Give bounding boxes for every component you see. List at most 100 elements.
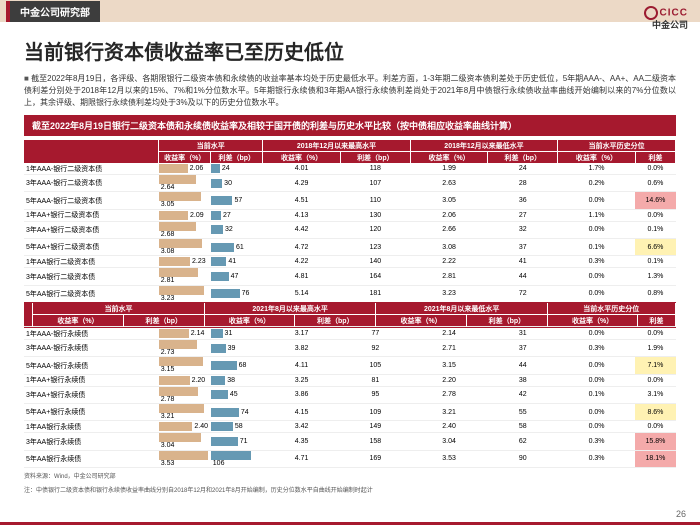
value-cell: 2.06 [410, 209, 488, 221]
row-name: 5年AAA-银行永续债 [24, 357, 159, 374]
row-name: 3年AA+银行永续债 [24, 386, 159, 403]
value-cell: 0.0% [558, 404, 636, 421]
value-cell: 130 [340, 209, 410, 221]
bar-cell: 2.68 [159, 221, 211, 238]
value-cell: 3.17 [263, 328, 341, 340]
table-row: 1年AA+银行永续债 2.20 38 3.2581 2.2038 0.0%0.0… [24, 374, 676, 386]
bar-cell: 32 [211, 221, 263, 238]
table-row: 3年AA银行二级资本债 2.81 47 4.81164 2.8144 0.0%1… [24, 268, 676, 285]
data-source-footnote: 资料来源：Wind，中金公司研究部 [24, 474, 676, 482]
section-header-row: 当前水平 2021年8月以来最高水平 2021年8月以来最低水平 当前水平历史分… [24, 303, 676, 328]
value-cell: 6.6% [635, 239, 675, 256]
col-high: 2018年12月以来最高水平 [263, 140, 410, 152]
bar-cell: 39 [211, 340, 263, 357]
value-cell: 0.0% [558, 192, 636, 209]
value-cell: 3.25 [263, 374, 341, 386]
value-cell: 42 [488, 386, 558, 403]
department-tag: 中金公司研究部 [6, 1, 100, 22]
bar-cell: 3.15 [159, 357, 211, 374]
table-row: 1年AA+银行二级资本债 2.09 27 4.13130 2.0627 1.1%… [24, 209, 676, 221]
bar-cell: 30 [211, 175, 263, 192]
row-name: 5年AA银行永续债 [24, 450, 159, 467]
col-name [24, 303, 33, 327]
row-name: 3年AA银行二级资本债 [24, 268, 159, 285]
value-cell: 58 [488, 421, 558, 433]
table-row: 3年AAA-银行二级资本债 2.64 30 4.29107 2.6328 0.2… [24, 175, 676, 192]
row-name: 3年AA+银行二级资本债 [24, 221, 159, 238]
row-name: 1年AAA-银行二级资本债 [24, 163, 159, 175]
value-cell: 0.0% [558, 268, 636, 285]
value-cell: 2.63 [410, 175, 488, 192]
value-cell: 1.7% [558, 163, 636, 175]
value-cell: 118 [340, 163, 410, 175]
value-cell: 4.72 [263, 239, 341, 256]
value-cell: 62 [488, 433, 558, 450]
value-cell: 0.3% [558, 433, 636, 450]
value-cell: 140 [340, 256, 410, 268]
table-row: 3年AA银行永续债 3.04 71 4.35158 3.0462 0.3%15.… [24, 433, 676, 450]
value-cell: 0.0% [635, 421, 675, 433]
bar-cell: 3.23 [159, 285, 211, 302]
row-name: 1年AA银行二级资本债 [24, 256, 159, 268]
value-cell: 4.29 [263, 175, 341, 192]
table-row: 1年AAA-银行二级资本债 2.06 24 4.01118 1.9924 1.7… [24, 163, 676, 175]
value-cell: 105 [340, 357, 410, 374]
bar-cell: 2.20 [159, 374, 211, 386]
col-name [24, 140, 159, 163]
value-cell: 15.8% [635, 433, 675, 450]
value-cell: 3.82 [263, 340, 341, 357]
col-current: 当前水平 [33, 303, 205, 315]
value-cell: 3.15 [410, 357, 488, 374]
value-cell: 44 [488, 268, 558, 285]
logo-text-en: CICC [660, 8, 688, 19]
table-row: 3年AAA-银行永续债 2.73 39 3.8292 2.7137 0.3%1.… [24, 340, 676, 357]
value-cell: 24 [488, 163, 558, 175]
value-cell: 2.81 [410, 268, 488, 285]
bar-cell: 2.73 [159, 340, 211, 357]
page-number: 26 [676, 509, 686, 519]
value-cell: 2.40 [410, 421, 488, 433]
value-cell: 0.0% [558, 328, 636, 340]
value-cell: 4.01 [263, 163, 341, 175]
table-row: 5年AA银行二级资本债 3.23 76 5.14181 3.2372 0.0%0… [24, 285, 676, 302]
bar-cell: 3.21 [159, 404, 211, 421]
row-name: 5年AA+银行永续债 [24, 404, 159, 421]
bar-cell: 2.23 [159, 256, 211, 268]
row-name: 3年AA银行永续债 [24, 433, 159, 450]
row-name: 3年AAA-银行二级资本债 [24, 175, 159, 192]
bar-cell: 68 [211, 357, 263, 374]
table-row: 1年AA银行二级资本债 2.23 41 4.22140 2.2241 0.3%0… [24, 256, 676, 268]
row-name: 1年AA+银行永续债 [24, 374, 159, 386]
value-cell: 5.14 [263, 285, 341, 302]
value-cell: 0.1% [558, 386, 636, 403]
note-footnote: 注：中债银行二级资本债和银行永续债收益率曲线分别自2018年12月和2021年8… [24, 488, 676, 496]
row-name: 1年AA银行永续债 [24, 421, 159, 433]
table-row: 5年AA+银行二级资本债 3.08 61 4.72123 3.0837 0.1%… [24, 239, 676, 256]
value-cell: 72 [488, 285, 558, 302]
row-name: 3年AAA-银行永续债 [24, 340, 159, 357]
row-name: 5年AA银行二级资本债 [24, 285, 159, 302]
value-cell: 149 [340, 421, 410, 433]
value-cell: 3.05 [410, 192, 488, 209]
bar-cell: 74 [211, 404, 263, 421]
page-title: 当前银行资本债收益率已至历史低位 [24, 36, 700, 65]
table-row: 1年AA银行永续债 2.40 58 3.42149 2.4058 0.0%0.0… [24, 421, 676, 433]
bar-cell: 3.53 [159, 450, 211, 467]
value-cell: 1.1% [558, 209, 636, 221]
value-cell: 0.0% [558, 285, 636, 302]
bar-cell: 24 [211, 163, 263, 175]
value-cell: 3.86 [263, 386, 341, 403]
value-cell: 0.1% [558, 239, 636, 256]
bar-cell: 71 [211, 433, 263, 450]
value-cell: 77 [340, 328, 410, 340]
bar-cell: 45 [211, 386, 263, 403]
value-cell: 4.15 [263, 404, 341, 421]
value-cell: 164 [340, 268, 410, 285]
value-cell: 55 [488, 404, 558, 421]
value-cell: 95 [340, 386, 410, 403]
table-title-bar: 截至2022年8月19日银行二级资本债和永续债收益率及相较于国开债的利差与历史水… [24, 115, 676, 136]
value-cell: 14.6% [635, 192, 675, 209]
value-cell: 36 [488, 192, 558, 209]
value-cell: 0.0% [558, 357, 636, 374]
value-cell: 169 [340, 450, 410, 467]
